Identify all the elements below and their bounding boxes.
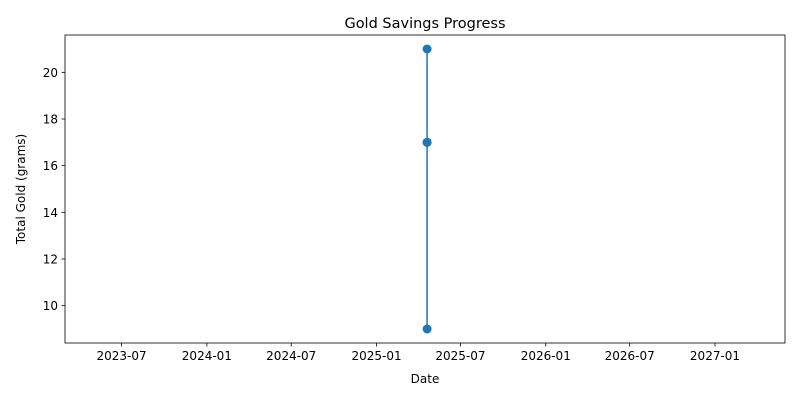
x-tick-label: 2023-07: [96, 349, 146, 363]
y-tick-label: 20: [43, 66, 58, 80]
x-tick-label: 2024-07: [266, 349, 316, 363]
x-axis-title: Date: [411, 372, 440, 386]
x-tick-label: 2027-01: [690, 349, 740, 363]
plot-frame: [64, 34, 786, 344]
x-tick-label: 2025-01: [351, 349, 401, 363]
data-point: [422, 137, 432, 147]
x-tick-label: 2024-01: [182, 349, 232, 363]
y-axis: 10 12 14 16 18 20: [43, 66, 65, 313]
data-point: [422, 44, 432, 54]
x-tick-label: 2026-01: [521, 349, 571, 363]
x-tick-label: 2025-07: [435, 349, 485, 363]
y-tick-label: 10: [43, 299, 58, 313]
x-tick-label: 2026-07: [605, 349, 655, 363]
y-tick-label: 18: [43, 113, 58, 127]
data-point: [422, 324, 432, 334]
y-tick-label: 12: [43, 253, 58, 267]
y-axis-title: Total Gold (grams): [14, 134, 28, 245]
y-tick-label: 16: [43, 159, 58, 173]
plot-area: [422, 44, 432, 334]
x-axis: 2023-07 2024-01 2024-07 2025-01 2025-07 2026-…: [96, 343, 740, 363]
chart-title: Gold Savings Progress: [344, 16, 505, 32]
y-tick-label: 14: [43, 206, 58, 220]
